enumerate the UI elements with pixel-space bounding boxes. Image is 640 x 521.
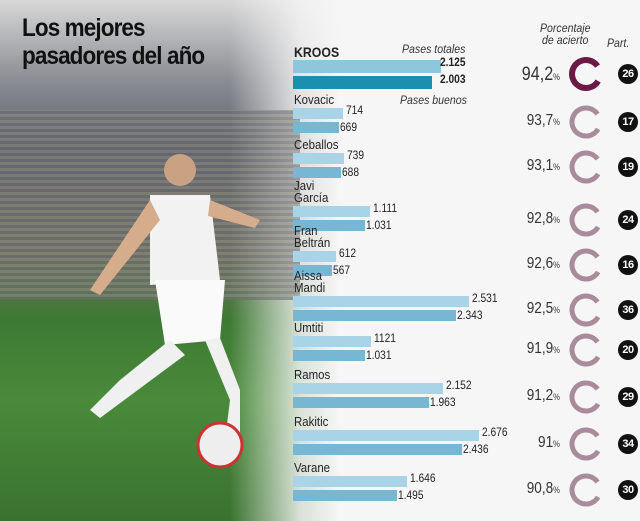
accuracy-label: 91,2% bbox=[526, 387, 560, 404]
title-line-1: Los mejores bbox=[22, 14, 146, 42]
accuracy-label: 93,7% bbox=[526, 112, 560, 129]
total-passes-bar bbox=[293, 251, 336, 262]
accuracy-label: 93,1% bbox=[526, 157, 560, 174]
matches-badge: 20 bbox=[618, 340, 638, 360]
good-passes-bar bbox=[293, 167, 341, 178]
total-passes-bar bbox=[293, 206, 371, 217]
player-name: Varane bbox=[294, 460, 331, 475]
accuracy-label: 90,8% bbox=[526, 480, 560, 497]
player-name: KROOS bbox=[294, 44, 340, 60]
accuracy-label: 92,6% bbox=[526, 255, 560, 272]
accuracy-donut bbox=[568, 426, 604, 462]
total-passes-bar bbox=[293, 60, 441, 73]
total-passes-bar bbox=[293, 153, 345, 164]
good-passes-bar bbox=[293, 397, 430, 408]
total-passes-bar bbox=[293, 336, 371, 347]
player-name: Ramos bbox=[294, 367, 331, 382]
player-name: Aissa Mandi bbox=[294, 268, 326, 295]
total-passes-bar bbox=[293, 476, 408, 487]
accuracy-donut bbox=[568, 104, 604, 140]
matches-badge: 36 bbox=[618, 300, 638, 320]
matches-badge: 16 bbox=[618, 255, 638, 275]
total-passes-label: 714 bbox=[345, 103, 363, 117]
accuracy-donut bbox=[568, 202, 604, 238]
accuracy-header-line2: de acierto bbox=[542, 33, 589, 47]
good-passes-bar bbox=[293, 490, 397, 501]
total-passes-label: 1.111 bbox=[373, 201, 398, 215]
matches-badge: 34 bbox=[618, 434, 638, 454]
accuracy-donut bbox=[568, 56, 604, 92]
legend-total: Pases totales bbox=[402, 42, 466, 56]
good-passes-label: 669 bbox=[340, 120, 358, 134]
total-passes-label: 739 bbox=[347, 148, 365, 162]
total-passes-label: 2.676 bbox=[481, 425, 508, 439]
good-passes-bar bbox=[293, 350, 365, 361]
title-line-2: pasadores del año bbox=[22, 42, 205, 70]
accuracy-header-line1: Porcentaje bbox=[540, 21, 591, 35]
total-passes-label: 1121 bbox=[373, 331, 396, 345]
accuracy-donut bbox=[568, 332, 604, 368]
good-passes-bar bbox=[293, 220, 365, 231]
matches-badge: 24 bbox=[618, 210, 638, 230]
total-passes-label: 2.531 bbox=[471, 291, 498, 305]
matches-badge: 30 bbox=[618, 480, 638, 500]
good-passes-label: 2.436 bbox=[463, 442, 489, 456]
player-name: Fran Beltrán bbox=[294, 223, 331, 250]
player-name: Umtiti bbox=[294, 320, 324, 335]
accuracy-label: 92,5% bbox=[526, 300, 560, 317]
total-passes-bar bbox=[293, 296, 469, 307]
total-passes-label: 2.152 bbox=[445, 378, 472, 392]
total-passes-bar bbox=[293, 383, 443, 394]
total-passes-label: 1.646 bbox=[410, 471, 436, 485]
accuracy-label: 92,8% bbox=[526, 210, 560, 227]
matches-header: Part. bbox=[607, 36, 630, 50]
player-name: Kovacic bbox=[294, 92, 335, 107]
good-passes-label: 567 bbox=[333, 263, 351, 277]
accuracy-label: 91% bbox=[538, 434, 560, 451]
matches-badge: 17 bbox=[618, 112, 638, 132]
good-passes-bar bbox=[293, 76, 433, 89]
good-passes-bar bbox=[293, 122, 340, 133]
good-passes-label: 2.343 bbox=[456, 308, 483, 322]
accuracy-header: Porcentaje de acierto bbox=[540, 22, 590, 46]
good-passes-label: 688 bbox=[341, 165, 359, 179]
good-passes-label: 2.003 bbox=[440, 72, 466, 86]
good-passes-label: 1.031 bbox=[365, 218, 392, 232]
accuracy-label: 91,9% bbox=[526, 340, 560, 357]
player-illustration bbox=[90, 154, 260, 469]
matches-badge: 29 bbox=[618, 387, 638, 407]
good-passes-label: 1.031 bbox=[365, 348, 392, 362]
legend-good: Pases buenos bbox=[400, 93, 467, 107]
total-passes-label: 612 bbox=[338, 246, 356, 260]
good-passes-label: 1.495 bbox=[397, 488, 424, 502]
accuracy-donut bbox=[568, 149, 604, 185]
good-passes-bar bbox=[293, 444, 463, 455]
accuracy-label: 94,2% bbox=[521, 64, 560, 85]
player-name: Ceballos bbox=[294, 137, 339, 152]
total-passes-bar bbox=[293, 108, 343, 119]
matches-badge: 26 bbox=[618, 64, 638, 84]
player-name: Rakitic bbox=[294, 414, 329, 429]
player-name: Javi García bbox=[294, 178, 329, 205]
good-passes-bar bbox=[293, 310, 456, 321]
page-title: Los mejores pasadores del año bbox=[22, 14, 205, 70]
accuracy-donut bbox=[568, 379, 604, 415]
good-passes-label: 1.963 bbox=[430, 395, 456, 409]
total-passes-label: 2.125 bbox=[440, 55, 466, 69]
matches-badge: 19 bbox=[618, 157, 638, 177]
accuracy-donut bbox=[568, 292, 604, 328]
accuracy-donut bbox=[568, 247, 604, 283]
good-passes-bar bbox=[293, 265, 333, 276]
total-passes-bar bbox=[293, 430, 479, 441]
accuracy-donut bbox=[568, 472, 604, 508]
